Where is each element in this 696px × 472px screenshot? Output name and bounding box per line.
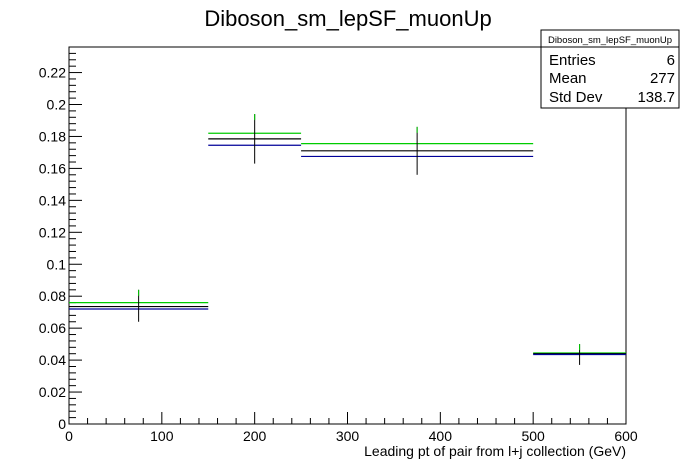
stats-entries-label: Entries (549, 52, 596, 69)
x-tick-label: 100 (150, 428, 174, 444)
chart-title: Diboson_sm_lepSF_muonUp (204, 6, 491, 31)
error-bars (138, 114, 581, 365)
stats-title: Diboson_sm_lepSF_muonUp (548, 35, 672, 46)
y-tick-label: 0.12 (39, 224, 66, 240)
x-tick-label: 600 (614, 428, 638, 444)
x-tick-label: 0 (65, 428, 73, 444)
y-tick-label: 0.2 (47, 97, 67, 113)
stats-stddev-label: Std Dev (549, 89, 603, 106)
y-tick-label: 0.04 (39, 352, 66, 368)
y-tick-label: 0.18 (39, 128, 66, 144)
stats-stddev-value: 138.7 (637, 89, 675, 106)
y-tick-label: 0.22 (39, 65, 66, 81)
y-tick-label: 0 (58, 416, 66, 432)
y-tick-label: 0.02 (39, 384, 66, 400)
x-tick-label: 500 (521, 428, 545, 444)
stats-mean-label: Mean (549, 70, 587, 87)
x-tick-label: 300 (336, 428, 360, 444)
y-tick-label: 0.14 (39, 192, 66, 208)
stats-mean-value: 277 (650, 70, 675, 87)
x-tick-label: 200 (243, 428, 267, 444)
y-tick-label: 0.16 (39, 160, 66, 176)
stats-entries-value: 6 (667, 52, 675, 69)
x-tick-label: 400 (429, 428, 453, 444)
y-tick-label: 0.06 (39, 320, 66, 336)
y-tick-label: 0.1 (47, 256, 67, 272)
x-axis-label: Leading pt of pair from l+j collection (… (364, 443, 626, 459)
y-tick-label: 0.08 (39, 288, 66, 304)
x-axis: 0 100 200 300 400 500 600 (65, 412, 638, 444)
stats-box: Diboson_sm_lepSF_muonUp Entries 6 Mean 2… (540, 29, 680, 109)
